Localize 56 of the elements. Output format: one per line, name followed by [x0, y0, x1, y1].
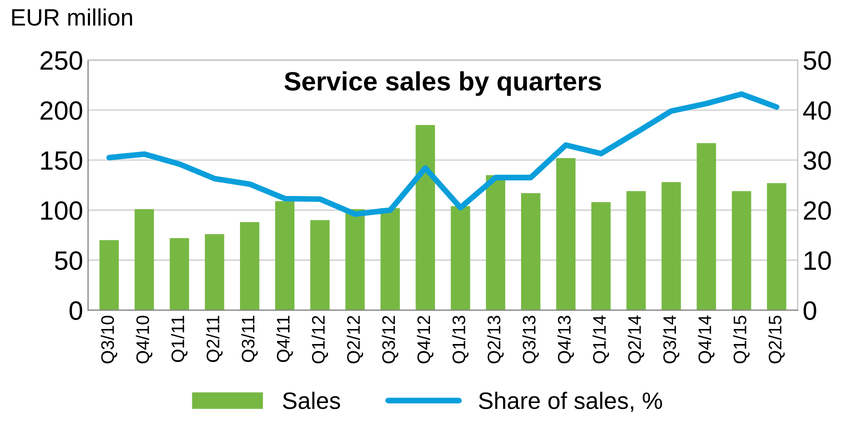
- x-tick-label: Q3/14: [662, 316, 680, 364]
- y-axis-title: EUR million: [12, 8, 132, 26]
- x-tick-label: Q3/10: [100, 316, 118, 364]
- bar: [240, 222, 260, 310]
- x-tick-label: Q3/13: [522, 316, 539, 364]
- y2-tick-label: 0: [804, 301, 816, 320]
- bar: [450, 206, 470, 310]
- y2-tick-label: 50: [804, 51, 831, 70]
- x-tick-label: Q1/15: [733, 316, 750, 364]
- x-tick-label: Q2/11: [206, 316, 223, 362]
- bar: [204, 234, 224, 310]
- y-tick-label: 100: [41, 201, 82, 220]
- x-tick-label: Q1/13: [452, 316, 469, 364]
- y-tick-label: 250: [40, 51, 82, 70]
- y-tick-label: 150: [41, 151, 82, 170]
- y2-tick-label: 10: [804, 251, 831, 270]
- x-tick-label: Q4/14: [698, 316, 714, 364]
- x-tick-label: Q3/11: [241, 316, 258, 362]
- x-tick-label: Q1/12: [312, 316, 328, 364]
- x-tick-label: Q1/11: [170, 316, 188, 362]
- bar: [696, 143, 716, 310]
- x-tick-label: Q2/15: [768, 316, 785, 364]
- x-tick-label: Q4/12: [416, 316, 434, 364]
- x-tick-label: Q1/14: [592, 316, 610, 364]
- x-tick-label: Q2/14: [628, 316, 644, 364]
- bar: [345, 209, 365, 310]
- bar: [380, 208, 400, 310]
- bar: [99, 240, 119, 310]
- x-tick-label: Q4/11: [276, 316, 293, 362]
- x-tick-label: Q4/10: [136, 316, 152, 364]
- x-tick-label: Q4/13: [557, 316, 574, 364]
- x-tick-label: Q2/12: [346, 316, 364, 364]
- bar: [521, 193, 540, 310]
- bar: [626, 191, 646, 310]
- bar: [732, 191, 752, 310]
- y-tick-label: 50: [54, 251, 82, 270]
- legend-label: Share of sales, %: [478, 392, 662, 412]
- bar: [486, 175, 506, 310]
- bar: [591, 202, 611, 310]
- bar: [556, 158, 576, 310]
- x-tick-label: Q3/12: [382, 316, 398, 364]
- chart-title: Service sales by quarters: [284, 71, 601, 96]
- y-tick-label: 0: [70, 301, 82, 320]
- bar: [275, 201, 294, 310]
- bar: [134, 209, 154, 310]
- y2-tick-label: 20: [804, 201, 831, 220]
- bar: [766, 183, 786, 310]
- y-tick-label: 200: [40, 101, 82, 120]
- bar: [416, 125, 435, 310]
- y2-tick-label: 30: [804, 151, 831, 170]
- bar: [310, 220, 330, 310]
- bar: [662, 182, 681, 310]
- bar: [170, 238, 190, 310]
- x-tick-label: Q2/13: [487, 316, 504, 364]
- legend-label: Sales: [282, 392, 340, 410]
- y2-tick-label: 40: [803, 101, 831, 120]
